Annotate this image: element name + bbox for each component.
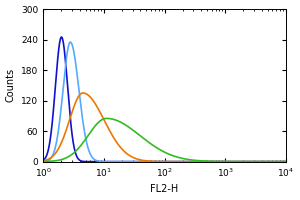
- Y-axis label: Counts: Counts: [6, 68, 16, 102]
- X-axis label: FL2-H: FL2-H: [150, 184, 179, 194]
